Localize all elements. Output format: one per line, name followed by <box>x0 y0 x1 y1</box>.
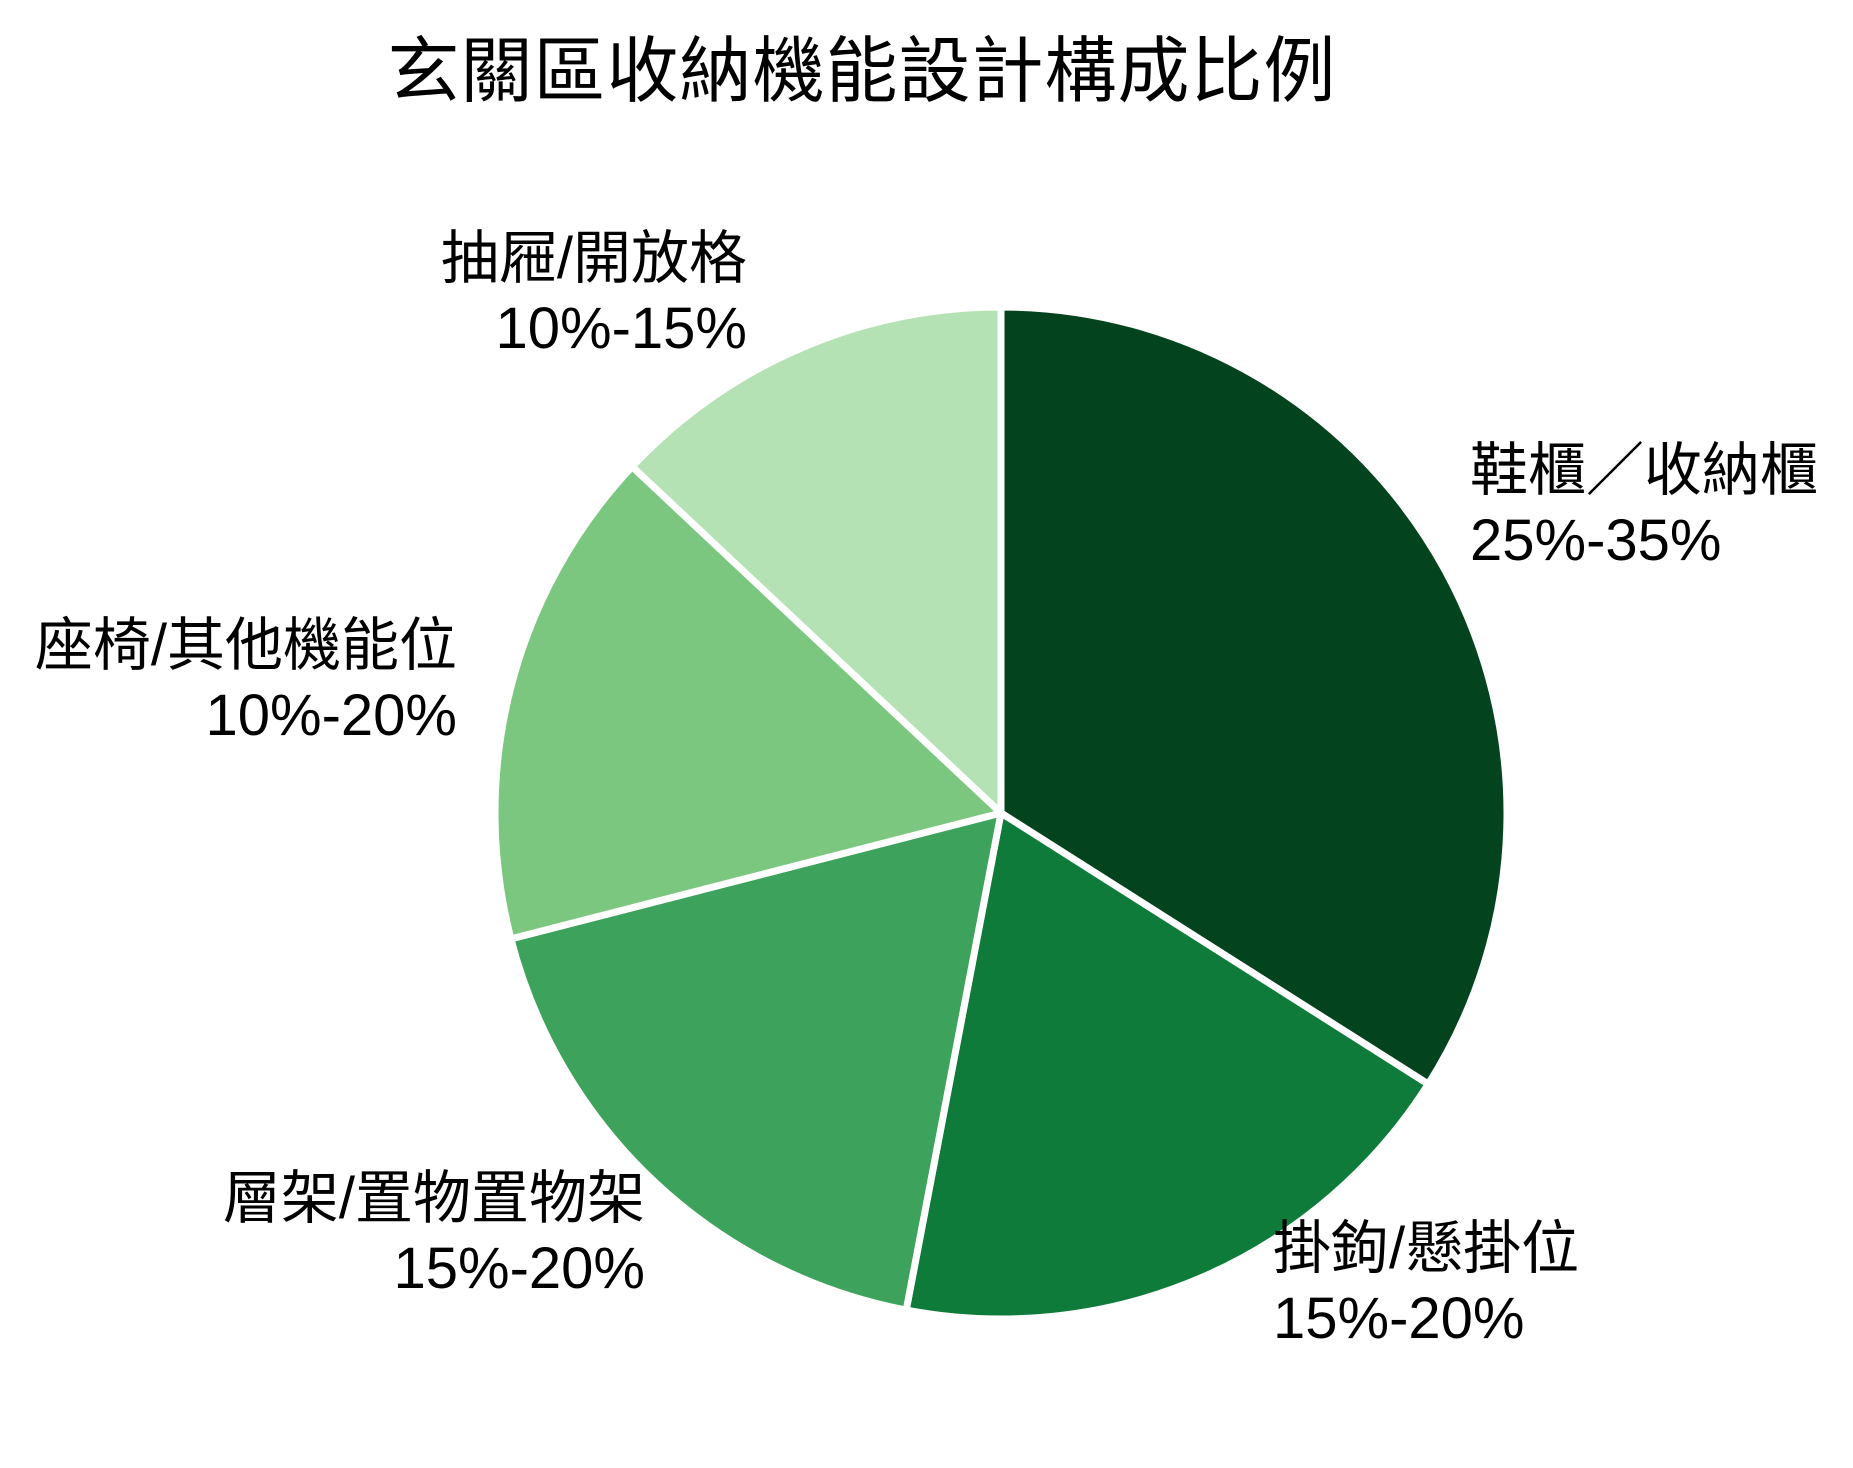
slice-label-text: 座椅/其他機能位 <box>34 613 457 678</box>
pie-slice-seating <box>491 463 1005 943</box>
chart-title: 玄關區收納機能設計構成比例 <box>387 32 1337 112</box>
slice-label-hooks: 掛鉤/懸掛位 15%-20% <box>1273 1214 1579 1354</box>
slice-label-seating: 座椅/其他機能位 10%-20% <box>35 611 457 751</box>
slice-label-drawers: 抽屜/開放格 10%-15% <box>441 224 747 364</box>
slice-label-text: 掛鉤/懸掛位 <box>1273 1216 1580 1281</box>
slice-label-text: 抽屜/開放格 <box>440 226 747 291</box>
slice-label-range: 15%-20% <box>1273 1286 1525 1351</box>
slice-label-shelves: 層架/置物置物架 15%-20% <box>223 1164 645 1304</box>
slice-label-range: 25%-35% <box>1470 508 1722 573</box>
slice-label-shoe-cabinet: 鞋櫃／收納櫃 25%-35% <box>1470 436 1818 576</box>
slice-label-text: 層架/置物置物架 <box>222 1166 645 1231</box>
pie-slice-shelves <box>507 809 1005 1314</box>
pie-slice-hooks <box>902 809 1432 1323</box>
pie-slice-drawers <box>628 303 1005 817</box>
slice-label-range: 10%-20% <box>205 683 457 748</box>
slice-label-text: 鞋櫃／收納櫃 <box>1470 438 1819 503</box>
slice-label-range: 15%-20% <box>393 1236 645 1301</box>
slice-label-range: 10%-15% <box>495 296 747 361</box>
